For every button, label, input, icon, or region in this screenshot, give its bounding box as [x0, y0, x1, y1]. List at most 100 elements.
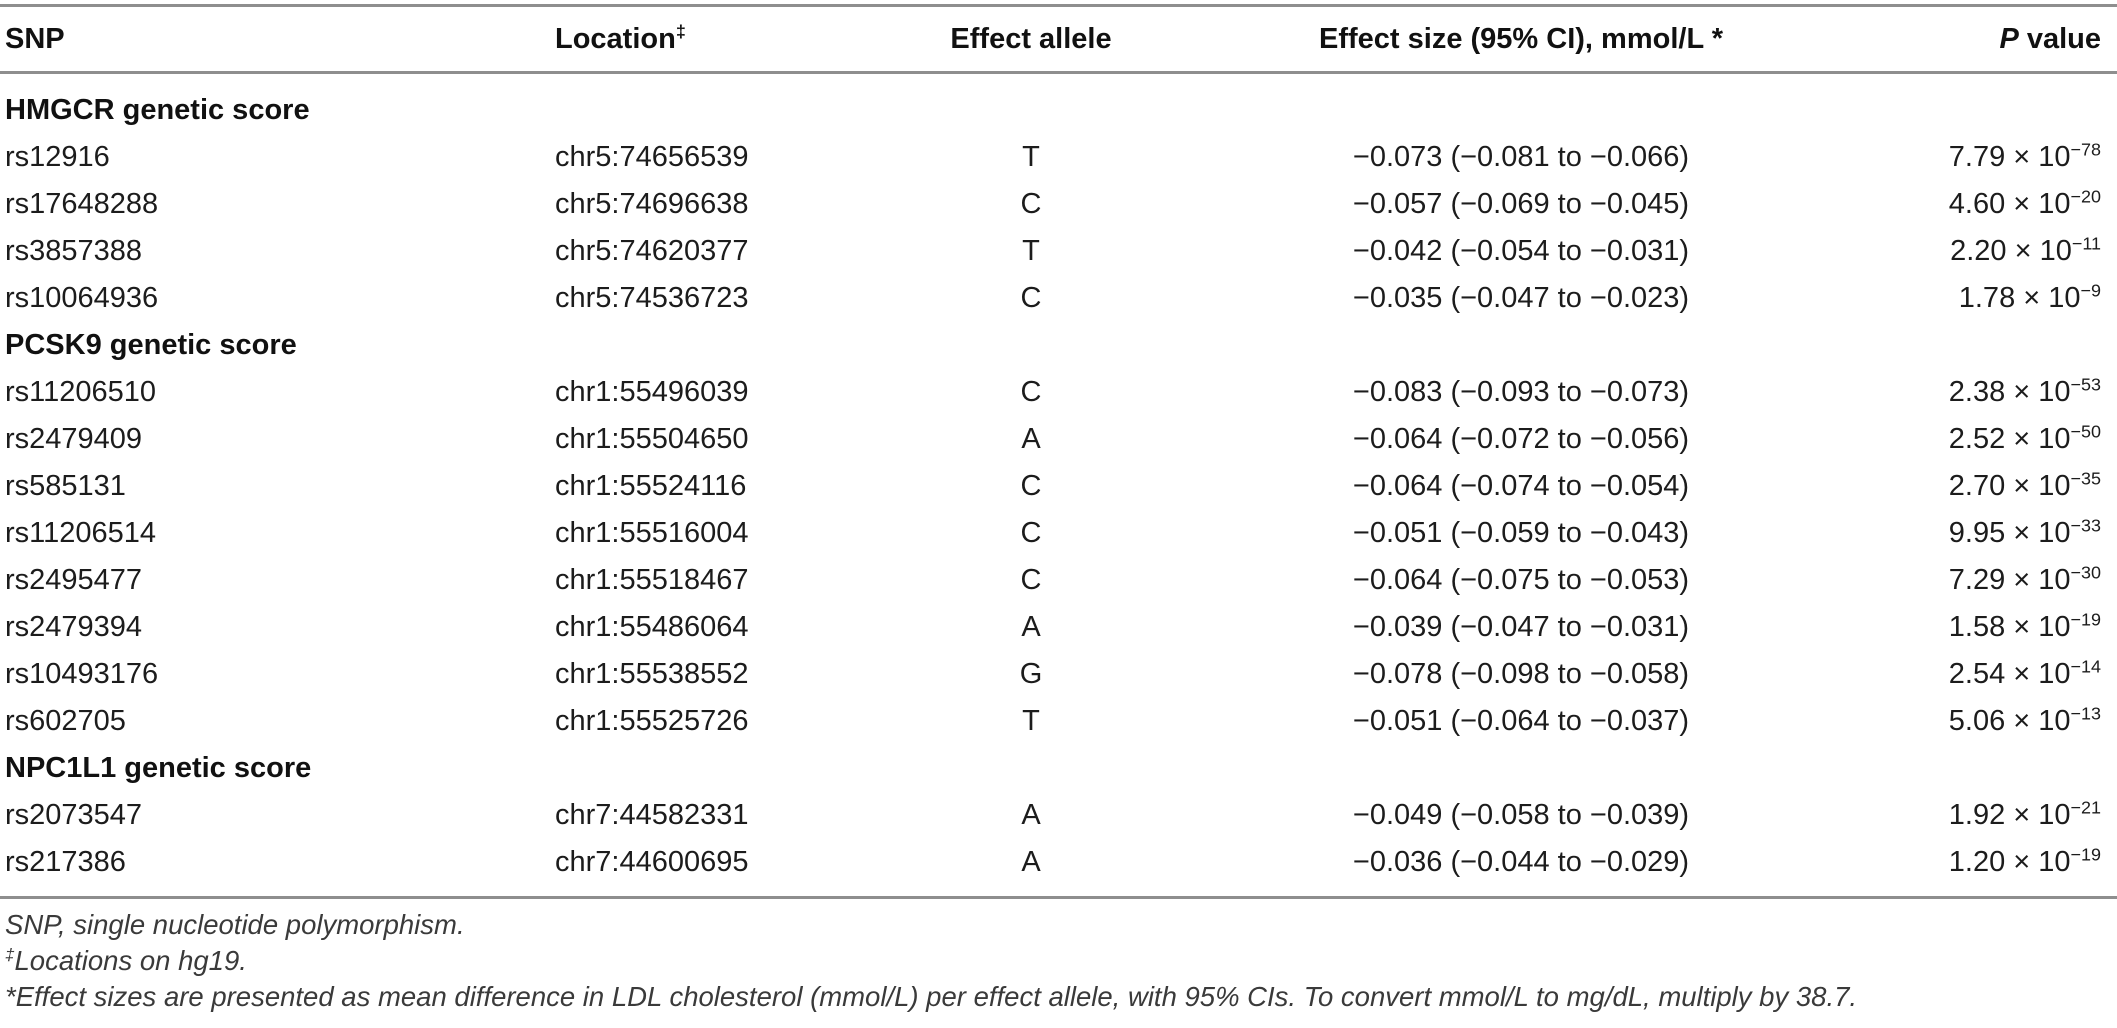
allele-cell: A: [1021, 845, 1041, 878]
effect-size-cell: −0.083 (−0.093 to −0.073): [1352, 375, 1690, 408]
p-value-cell: 9.95 × 10−33: [1905, 510, 2117, 557]
p-value-exponent: −11: [2071, 232, 2101, 253]
p-value-cell: 2.38 × 10−53: [1905, 369, 2117, 416]
location-cell: chr1:55496039: [555, 375, 749, 408]
allele-cell: T: [1022, 704, 1040, 737]
table-row: rs2479409 chr1:55504650 A −0.064 (−0.072…: [0, 416, 2117, 463]
p-value-base: 7.29 × 10: [1948, 563, 2071, 596]
p-value-cell: 4.60 × 10−20: [1905, 181, 2117, 228]
p-value-base: 1.58 × 10: [1948, 610, 2071, 643]
p-value-exponent: −19: [2070, 608, 2101, 629]
p-value-base: 2.54 × 10: [1948, 657, 2071, 690]
allele-cell: C: [1020, 516, 1042, 549]
snp-cell: rs217386: [5, 845, 126, 878]
effect-size-cell: −0.073 (−0.081 to −0.066): [1352, 140, 1690, 173]
effect-size-cell: −0.035 (−0.047 to −0.023): [1352, 281, 1690, 314]
location-cell: chr5:74696638: [555, 187, 749, 220]
snp-cell: rs12916: [5, 140, 110, 173]
p-value-cell: 2.20 × 10−11: [1905, 228, 2117, 275]
p-value-base: 2.38 × 10: [1948, 375, 2071, 408]
snp-cell: rs2495477: [5, 563, 143, 596]
table-row: rs2495477 chr1:55518467 C −0.064 (−0.075…: [0, 557, 2117, 604]
p-value-cell: 7.29 × 10−30: [1905, 557, 2117, 604]
section-title: NPC1L1 genetic score: [5, 751, 312, 784]
location-cell: chr1:55525726: [555, 704, 749, 737]
allele-cell: A: [1021, 422, 1041, 455]
p-value-cell: 5.06 × 10−13: [1905, 698, 2117, 745]
footnote-abbreviation: SNP, single nucleotide polymorphism.: [5, 908, 465, 940]
p-value-cell: 7.79 × 10−78: [1905, 134, 2117, 181]
effect-size-cell: −0.042 (−0.054 to −0.031): [1352, 234, 1690, 267]
table-row: rs10493176 chr1:55538552 G −0.078 (−0.09…: [0, 651, 2117, 698]
p-value-cell: 2.54 × 10−14: [1905, 651, 2117, 698]
snp-cell: rs602705: [5, 704, 126, 737]
effect-size-cell: −0.051 (−0.064 to −0.037): [1352, 704, 1690, 737]
effect-size-cell: −0.039 (−0.047 to −0.031): [1352, 610, 1690, 643]
snp-cell: rs2479409: [5, 422, 143, 455]
p-value-cell: 2.52 × 10−50: [1905, 416, 2117, 463]
location-cell: chr5:74536723: [555, 281, 749, 314]
allele-cell: T: [1022, 234, 1040, 267]
effect-size-cell: −0.064 (−0.072 to −0.056): [1352, 422, 1690, 455]
p-value-exponent: −14: [2070, 655, 2101, 676]
table-row: rs11206514 chr1:55516004 C −0.051 (−0.05…: [0, 510, 2117, 557]
section-title: PCSK9 genetic score: [5, 328, 297, 361]
table-row: rs217386 chr7:44600695 A −0.036 (−0.044 …: [0, 839, 2117, 886]
p-value-exponent: −35: [2070, 467, 2101, 488]
p-value-base: 7.79 × 10: [1948, 140, 2071, 173]
section-header-hmgcr: HMGCR genetic score: [0, 73, 2117, 134]
effect-size-cell: −0.057 (−0.069 to −0.045): [1352, 187, 1690, 220]
location-cell: chr1:55504650: [555, 422, 749, 455]
column-header-effect-size: Effect size (95% CI), mmol/L *: [1137, 4, 1905, 74]
p-value-exponent: −9: [2080, 279, 2102, 300]
p-value-exponent: −30: [2070, 561, 2101, 582]
table-row: rs2073547 chr7:44582331 A −0.049 (−0.058…: [0, 792, 2117, 839]
effect-size-cell: −0.064 (−0.075 to −0.053): [1352, 563, 1690, 596]
location-cell: chr5:74620377: [555, 234, 749, 267]
allele-cell: C: [1020, 563, 1042, 596]
snp-table: SNP Location‡ Effect allele Effect size …: [0, 4, 2117, 886]
p-value-cell: 1.58 × 10−19: [1905, 604, 2117, 651]
section-title: HMGCR genetic score: [5, 94, 310, 127]
p-value-rest: value: [2018, 22, 2101, 55]
snp-cell: rs17648288: [5, 187, 159, 220]
section-header-pcsk9: PCSK9 genetic score: [0, 322, 2117, 369]
allele-cell: C: [1020, 375, 1042, 408]
double-dagger-symbol: ‡: [675, 20, 686, 41]
location-cell: chr1:55524116: [555, 469, 747, 502]
allele-cell: C: [1020, 469, 1042, 502]
effect-size-cell: −0.051 (−0.059 to −0.043): [1352, 516, 1690, 549]
p-value-base: 5.06 × 10: [1948, 704, 2071, 737]
effect-size-cell: −0.064 (−0.074 to −0.054): [1352, 469, 1690, 502]
table-row: rs585131 chr1:55524116 C −0.064 (−0.074 …: [0, 463, 2117, 510]
footnote-locations: ‡Locations on hg19.: [5, 943, 2117, 979]
p-value-exponent: −78: [2070, 138, 2101, 159]
p-value-cell: 1.92 × 10−21: [1905, 792, 2117, 839]
effect-size-cell: −0.078 (−0.098 to −0.058): [1352, 657, 1690, 690]
effect-size-cell: −0.036 (−0.044 to −0.029): [1352, 845, 1690, 878]
double-dagger-symbol: ‡: [5, 944, 15, 964]
location-cell: chr1:55516004: [555, 516, 749, 549]
p-value-exponent: −53: [2070, 373, 2101, 394]
p-value-cell: 1.78 × 10−9: [1905, 275, 2117, 322]
p-italic: P: [1999, 22, 2019, 55]
snp-cell: rs10493176: [5, 657, 159, 690]
footnote-effect-sizes: *Effect sizes are presented as mean diff…: [5, 980, 1858, 1012]
table-row: rs2479394 chr1:55486064 A −0.039 (−0.047…: [0, 604, 2117, 651]
allele-cell: A: [1021, 798, 1041, 831]
table-row: rs12916 chr5:74656539 T −0.073 (−0.081 t…: [0, 134, 2117, 181]
column-header-effect-allele: Effect allele: [925, 4, 1137, 74]
p-value-exponent: −13: [2070, 702, 2101, 723]
snp-cell: rs11206514: [5, 516, 157, 549]
p-value-base: 4.60 × 10: [1948, 187, 2071, 220]
table-row: rs3857388 chr5:74620377 T −0.042 (−0.054…: [0, 228, 2117, 275]
table-row: rs17648288 chr5:74696638 C −0.057 (−0.06…: [0, 181, 2117, 228]
location-cell: chr7:44582331: [555, 798, 749, 831]
location-cell: chr1:55486064: [555, 610, 749, 643]
p-value-base: 2.52 × 10: [1948, 422, 2071, 455]
p-value-base: 1.20 × 10: [1948, 845, 2071, 878]
p-value-exponent: −19: [2070, 843, 2101, 864]
column-header-location: Location‡: [555, 4, 925, 74]
snp-cell: rs10064936: [5, 281, 159, 314]
snp-table-container: SNP Location‡ Effect allele Effect size …: [0, 4, 2117, 899]
